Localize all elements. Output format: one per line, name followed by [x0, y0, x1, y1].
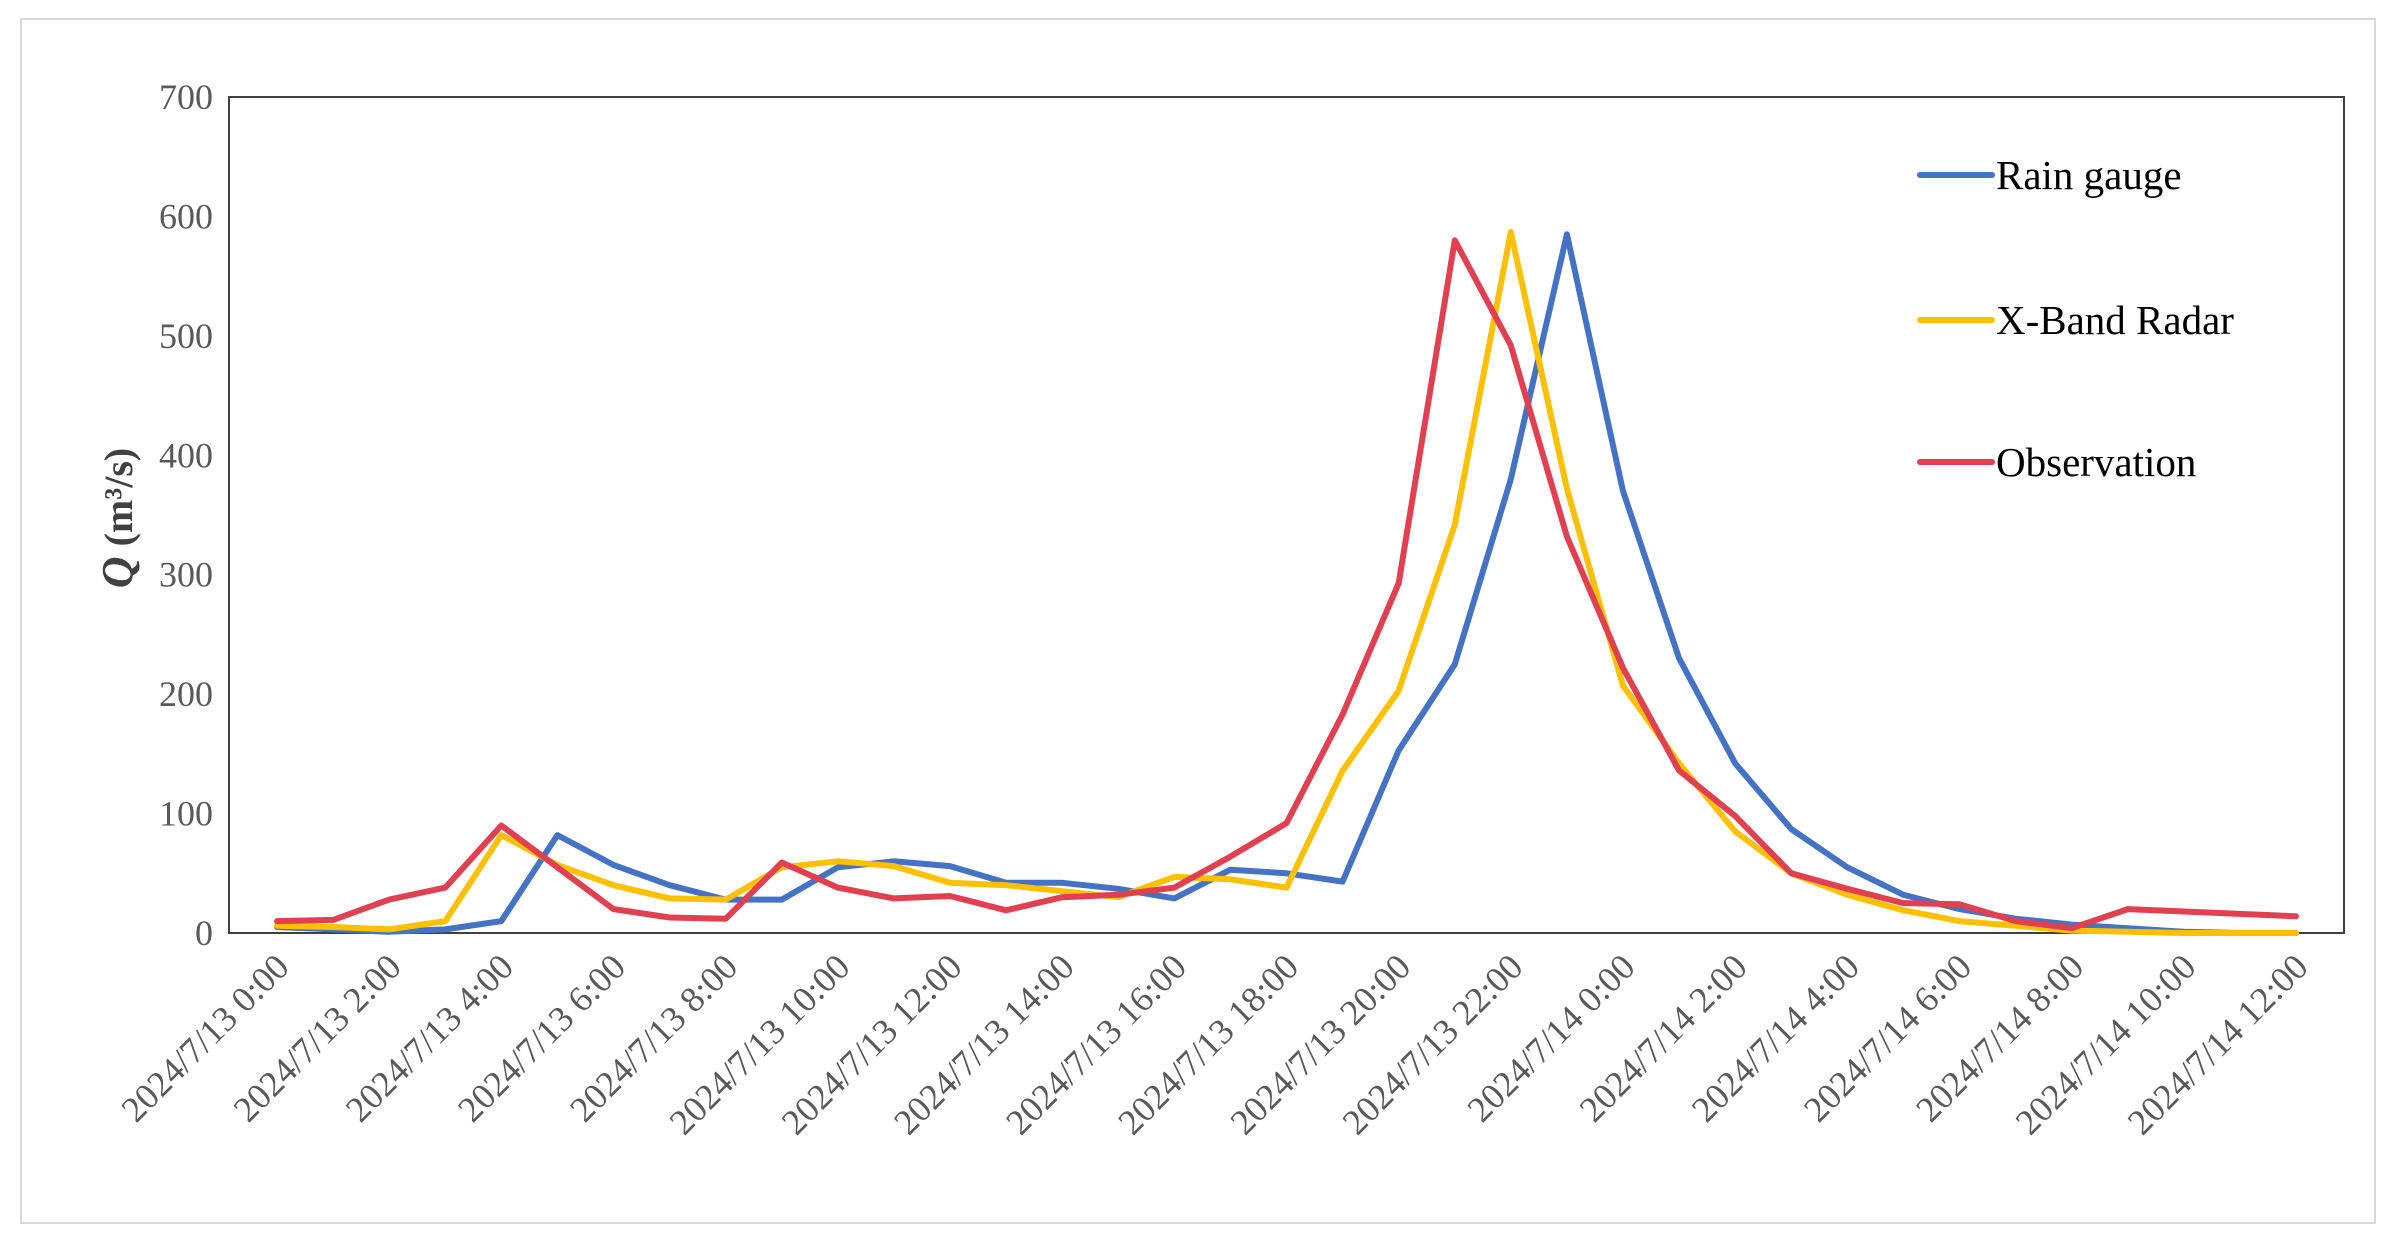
chart-frame: 0 100 200 300 400 500 600 700 2024/7/13 0:00 202… — [20, 18, 2376, 1224]
y-tick-label: 300 — [159, 555, 213, 595]
legend-label-rain-gauge: Rain gauge — [1996, 152, 2182, 198]
y-axis-tick-labels: 0 100 200 300 400 500 600 700 — [159, 77, 213, 953]
y-tick-label: 400 — [159, 435, 213, 475]
plot-area — [228, 96, 2345, 934]
legend-label-x-band-radar: X-Band Radar — [1996, 297, 2234, 343]
y-tick-label: 100 — [159, 794, 213, 834]
series-line-observation — [274, 237, 2299, 932]
y-tick-label: 600 — [159, 196, 213, 236]
legend-label-observation: Observation — [1996, 439, 2196, 485]
series-line-x-band-radar — [274, 229, 2299, 936]
y-axis-symbol: Q — [93, 556, 142, 588]
line-chart: 0 100 200 300 400 500 600 700 2024/7/13 0:00202… — [93, 77, 2345, 1142]
legend: Rain gauge X-Band Radar Observation — [1917, 152, 2234, 485]
series-lines — [274, 229, 2299, 936]
y-axis-title: Q (m³/s) — [93, 448, 142, 588]
y-axis-unit: (m³/s) — [96, 448, 141, 557]
y-tick-label: 700 — [159, 77, 213, 117]
y-tick-label: 500 — [159, 316, 213, 356]
y-tick-label: 0 — [195, 913, 213, 953]
plot-area-border — [228, 96, 2345, 934]
series-line-rain-gauge — [274, 231, 2299, 936]
y-tick-label: 200 — [159, 674, 213, 714]
